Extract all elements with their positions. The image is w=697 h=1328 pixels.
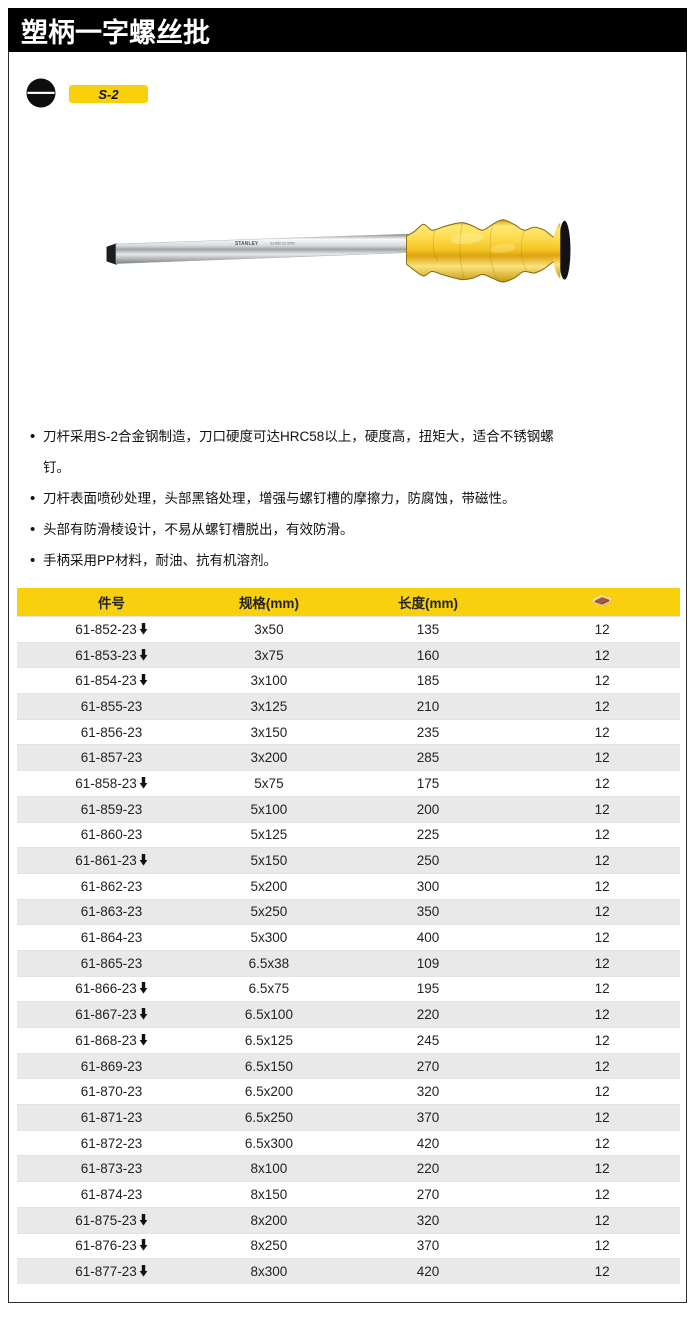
svg-text:61-852-23 3X50: 61-852-23 3X50 — [270, 241, 294, 245]
svg-text:STANLEY: STANLEY — [235, 240, 259, 246]
